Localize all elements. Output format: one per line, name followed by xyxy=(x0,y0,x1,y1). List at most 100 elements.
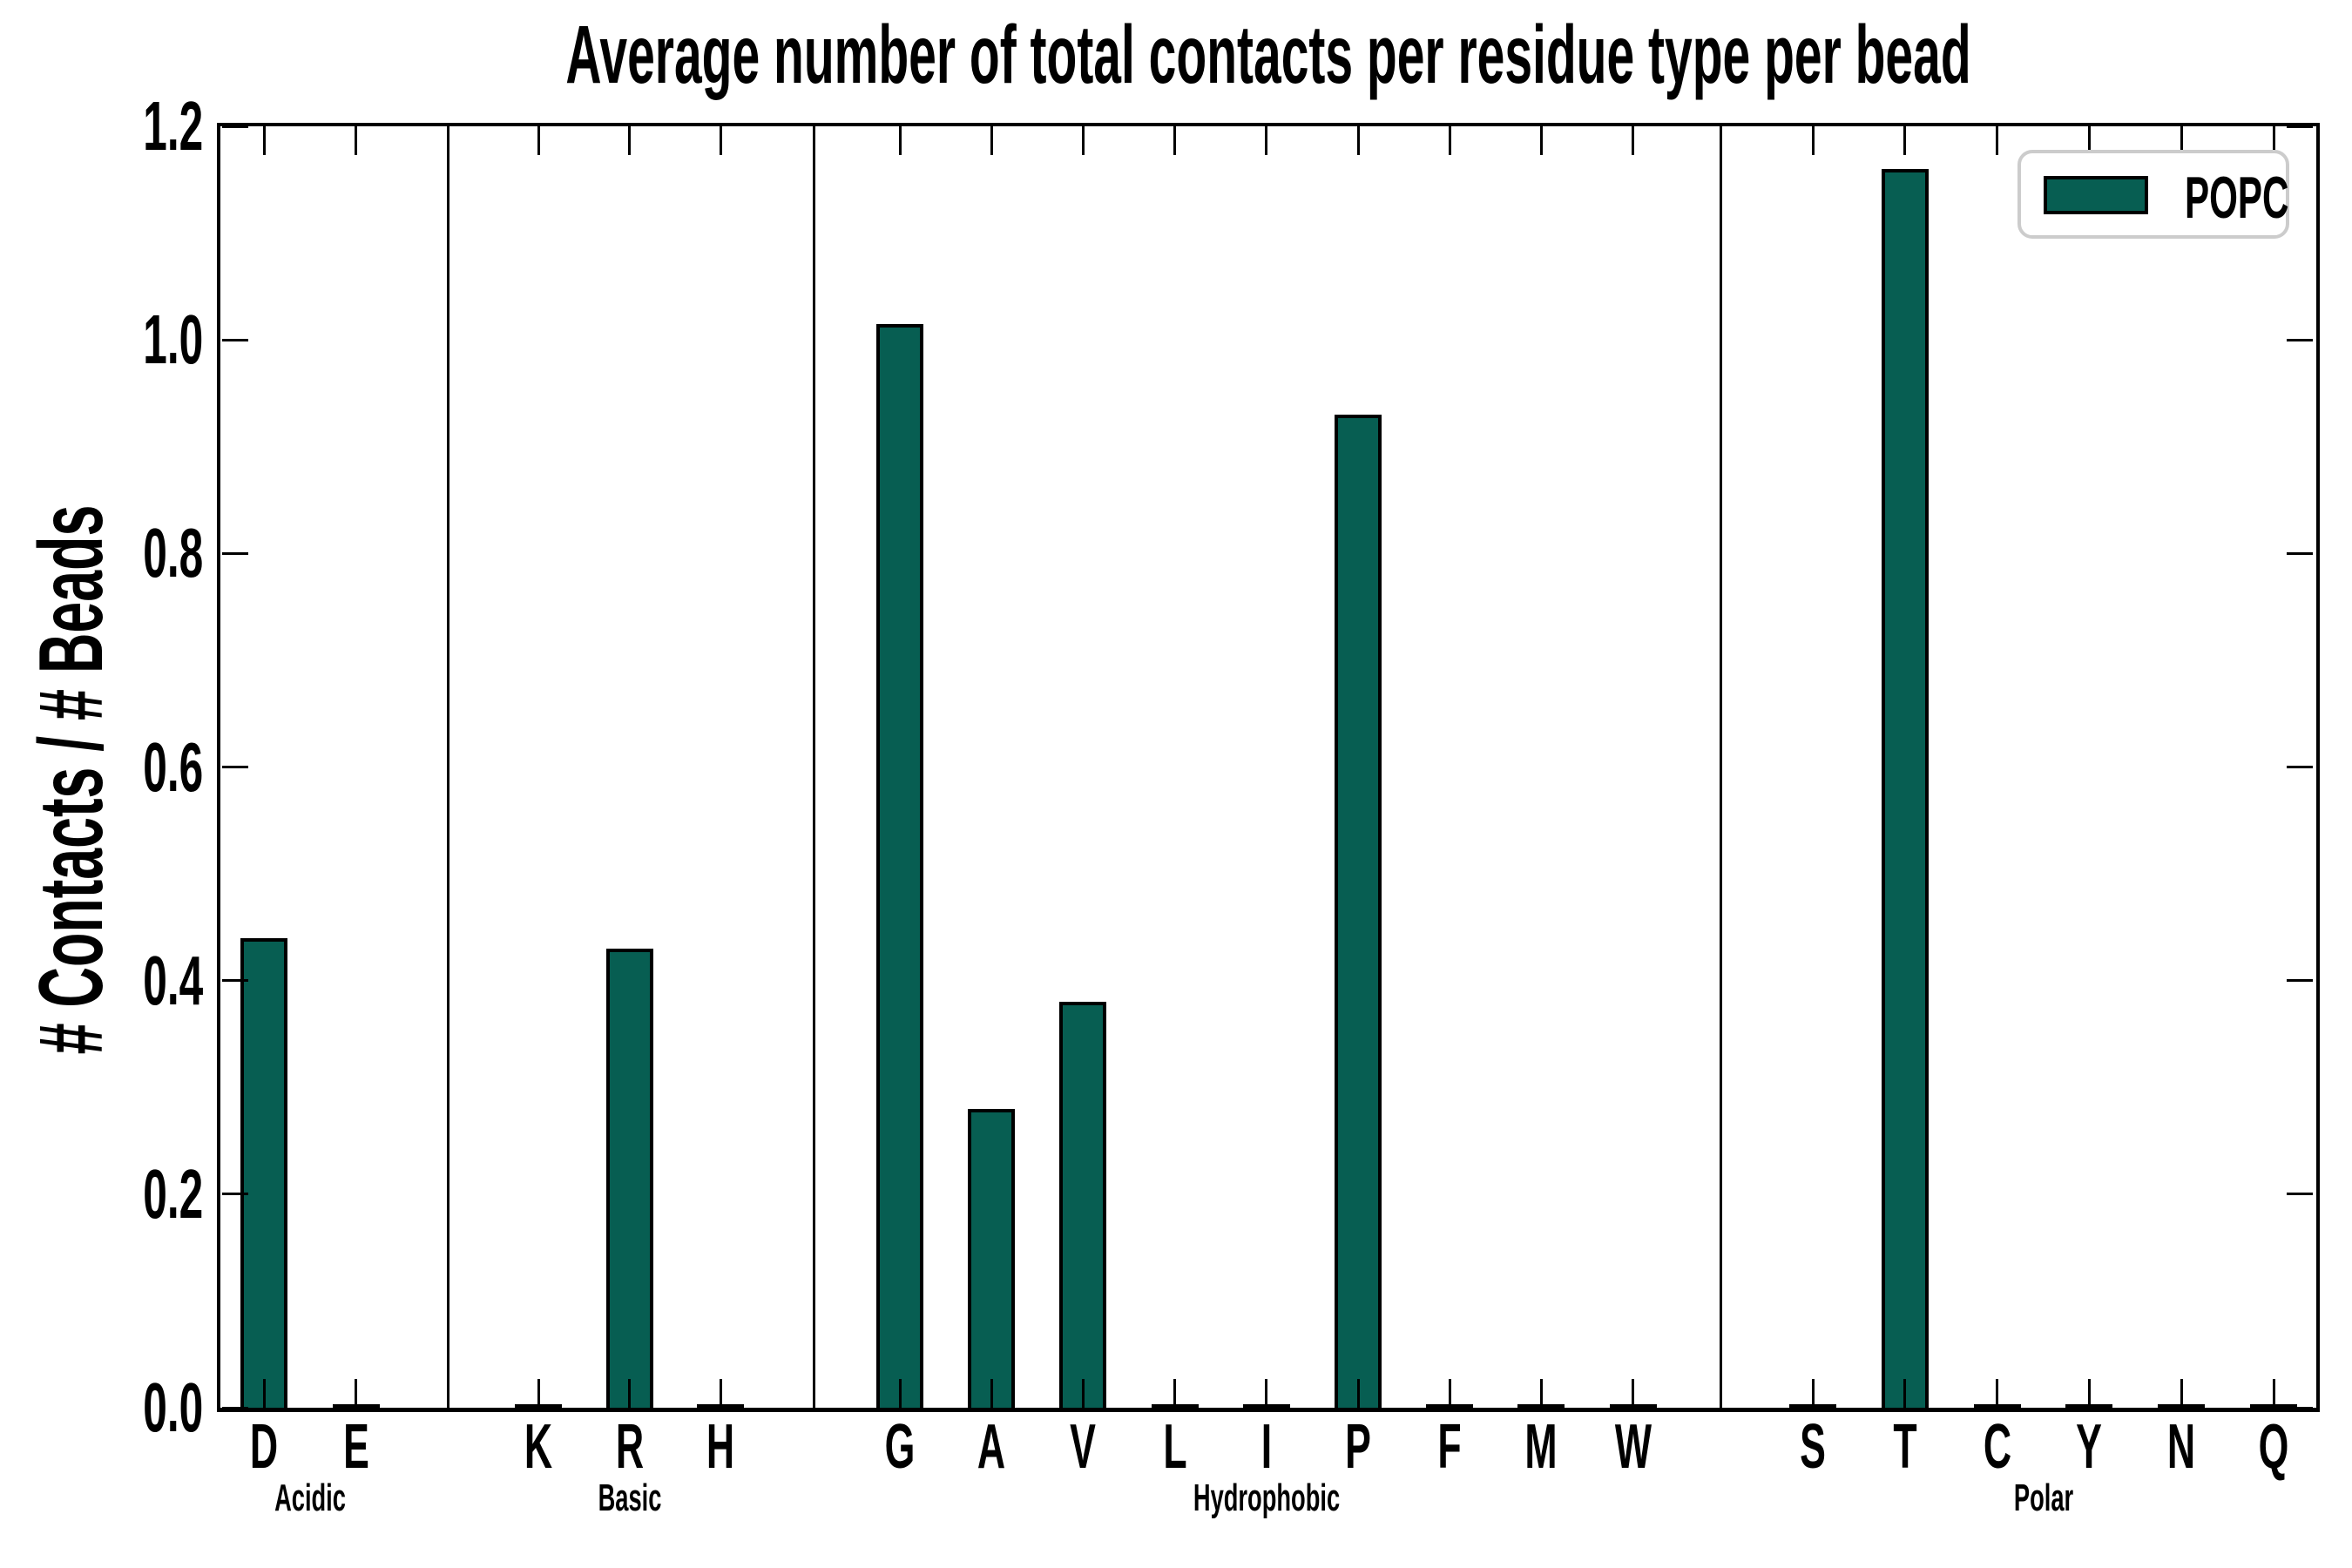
y-tick-mark-right xyxy=(2287,338,2313,341)
x-tick-top xyxy=(719,126,722,155)
x-tick-bottom xyxy=(2272,1379,2275,1408)
bar-T xyxy=(1881,169,1929,1408)
x-tick-bottom xyxy=(628,1379,632,1408)
residue-label-N: N xyxy=(2167,1412,2196,1482)
x-tick-bottom xyxy=(262,1379,266,1408)
group-divider xyxy=(446,126,449,1408)
x-tick-top xyxy=(1903,126,1907,155)
residue-label-F: F xyxy=(1437,1412,1462,1482)
x-tick-bottom xyxy=(898,1379,902,1408)
x-tick-bottom xyxy=(1903,1379,1907,1408)
residue-label-Y: Y xyxy=(2076,1412,2103,1482)
y-tick-mark-right xyxy=(2287,1193,2313,1196)
residue-label-V: V xyxy=(1070,1412,1097,1482)
residue-label-H: H xyxy=(706,1412,735,1482)
x-tick-top xyxy=(1173,126,1177,155)
y-tick-mark-left xyxy=(222,766,248,768)
x-tick-top xyxy=(628,126,632,155)
residue-label-S: S xyxy=(1800,1412,1826,1482)
y-tick-label: 0.6 xyxy=(143,727,203,806)
x-tick-bottom xyxy=(1356,1379,1360,1408)
y-tick-mark-right xyxy=(2287,979,2313,983)
x-tick-top xyxy=(537,126,540,155)
x-tick-bottom xyxy=(1448,1379,1451,1408)
x-tick-bottom xyxy=(990,1379,993,1408)
residue-label-D: D xyxy=(249,1412,279,1482)
x-tick-bottom xyxy=(1539,1379,1543,1408)
legend-box: POPC xyxy=(2017,150,2289,239)
x-tick-bottom xyxy=(355,1379,357,1408)
x-tick-top xyxy=(1632,126,1635,155)
residue-label-K: K xyxy=(524,1412,553,1482)
y-tick-label: 1.0 xyxy=(143,301,203,379)
group-label-basic: Basic xyxy=(598,1477,662,1519)
y-tick-label: 0.0 xyxy=(143,1369,203,1446)
y-axis-label: # Contacts / # Beads xyxy=(21,504,122,1055)
group-label-hydrophobic: Hydrophobic xyxy=(1193,1477,1340,1519)
x-tick-bottom xyxy=(1265,1379,1268,1408)
bar-A xyxy=(968,1109,1016,1408)
x-tick-top xyxy=(990,126,993,155)
y-tick-mark-left xyxy=(222,338,248,341)
y-tick-mark-left xyxy=(222,551,248,555)
residue-label-P: P xyxy=(1345,1412,1371,1482)
bar-V xyxy=(1059,1002,1107,1408)
x-tick-bottom xyxy=(2180,1379,2183,1408)
bar-D xyxy=(240,938,287,1408)
x-tick-bottom xyxy=(537,1379,540,1408)
residue-label-E: E xyxy=(342,1412,369,1482)
y-tick-label: 1.2 xyxy=(143,87,203,165)
y-tick-mark-left xyxy=(222,125,248,128)
residue-label-Q: Q xyxy=(2258,1412,2289,1482)
residue-label-L: L xyxy=(1162,1412,1187,1482)
x-tick-top xyxy=(1811,126,1815,155)
x-tick-bottom xyxy=(2087,1379,2091,1408)
legend-label: POPC xyxy=(2185,165,2289,231)
group-divider xyxy=(1719,126,1722,1408)
chart-title: Average number of total contacts per res… xyxy=(565,9,1971,101)
bar-G xyxy=(876,324,923,1408)
residue-label-R: R xyxy=(615,1412,644,1482)
y-tick-mark-right xyxy=(2287,125,2313,128)
plot-frame xyxy=(217,123,2320,1412)
x-tick-top xyxy=(355,126,357,155)
residue-label-A: A xyxy=(977,1412,1006,1482)
x-tick-bottom xyxy=(1081,1379,1085,1408)
residue-label-T: T xyxy=(1893,1412,1917,1482)
y-tick-label: 0.8 xyxy=(143,514,203,592)
y-tick-label: 0.4 xyxy=(143,941,203,1019)
y-tick-mark-left xyxy=(222,1193,248,1196)
x-tick-bottom xyxy=(719,1379,722,1408)
x-tick-top xyxy=(262,126,266,155)
x-tick-top xyxy=(1996,126,1999,155)
x-tick-bottom xyxy=(1632,1379,1635,1408)
residue-label-I: I xyxy=(1260,1412,1273,1482)
x-tick-top xyxy=(2272,126,2275,155)
x-tick-bottom xyxy=(1811,1379,1815,1408)
residue-label-W: W xyxy=(1614,1412,1652,1482)
x-tick-top xyxy=(2087,126,2091,155)
x-tick-top xyxy=(898,126,902,155)
x-tick-bottom xyxy=(1173,1379,1177,1408)
y-tick-mark-left xyxy=(222,1406,248,1409)
residue-label-G: G xyxy=(884,1412,916,1482)
x-tick-top xyxy=(1356,126,1360,155)
x-tick-bottom xyxy=(1996,1379,1999,1408)
legend-swatch-popc xyxy=(2044,176,2148,214)
x-tick-top xyxy=(1539,126,1543,155)
y-tick-mark-right xyxy=(2287,1406,2313,1409)
residue-label-C: C xyxy=(1983,1412,2011,1482)
y-tick-mark-left xyxy=(222,979,248,983)
x-tick-top xyxy=(1448,126,1451,155)
x-tick-top xyxy=(1265,126,1268,155)
y-tick-label: 0.2 xyxy=(143,1154,203,1233)
x-tick-top xyxy=(2180,126,2183,155)
bar-P xyxy=(1335,415,1382,1408)
group-label-acidic: Acidic xyxy=(274,1477,346,1519)
residue-label-M: M xyxy=(1524,1412,1558,1482)
x-tick-top xyxy=(1081,126,1085,155)
group-divider xyxy=(812,126,815,1408)
y-tick-mark-right xyxy=(2287,766,2313,768)
y-tick-mark-right xyxy=(2287,551,2313,555)
